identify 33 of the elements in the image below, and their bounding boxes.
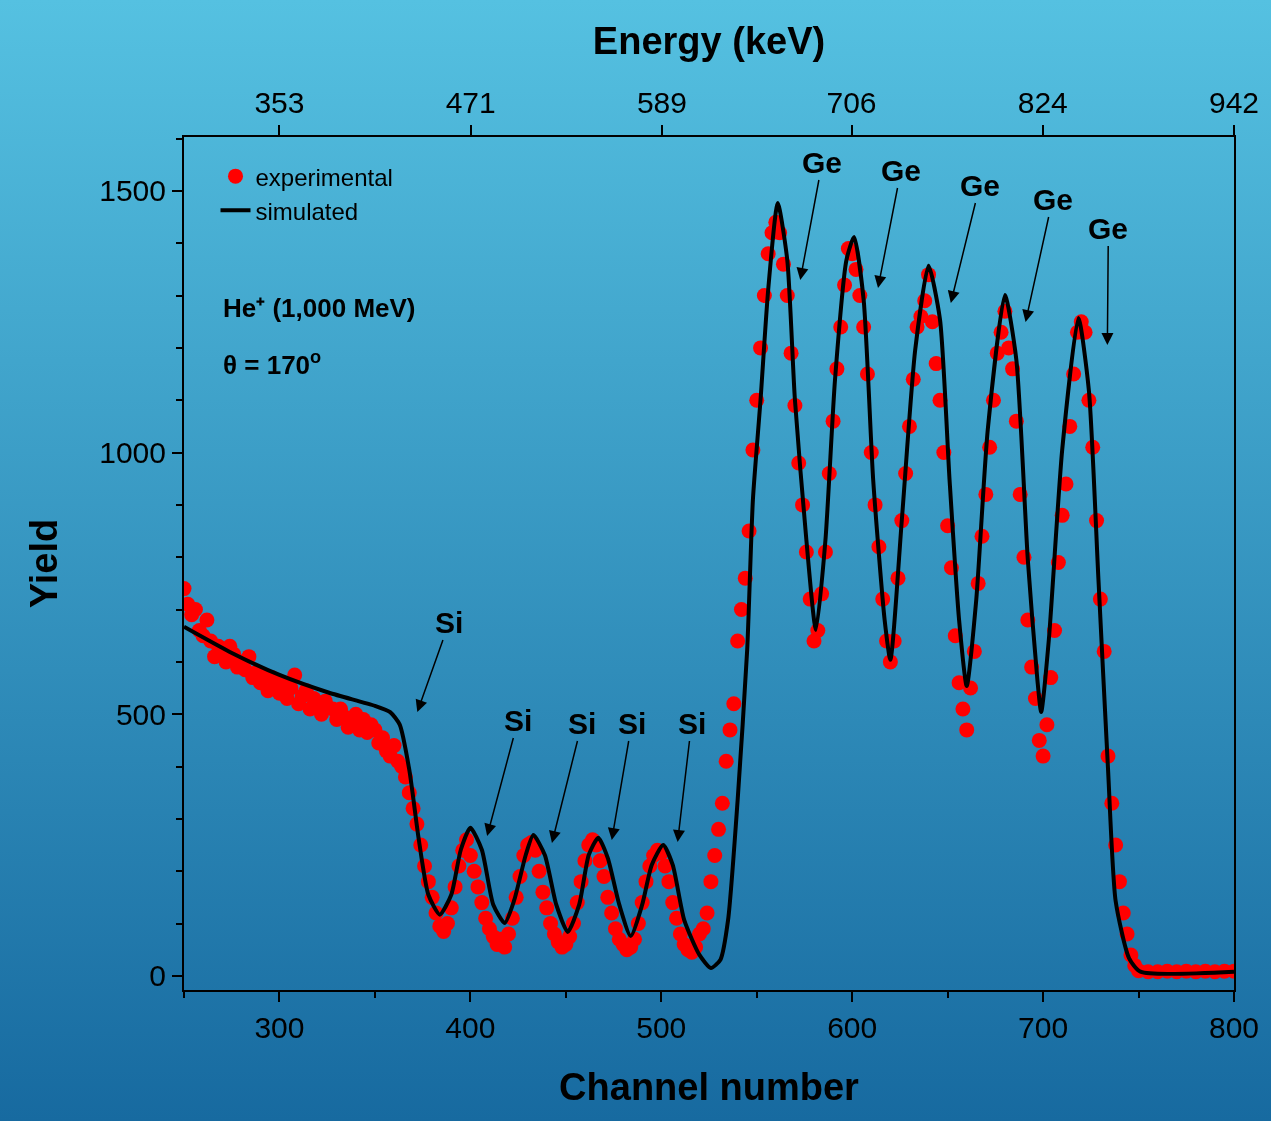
y-tick-label: 1500	[99, 174, 166, 208]
x-tick-label: 800	[1208, 1011, 1260, 1044]
x2-tick-label: 471	[445, 86, 496, 119]
y-tick-label: 1000	[99, 436, 166, 470]
annotation: Si	[678, 707, 707, 740]
x-axis-title: Channel number	[559, 1065, 860, 1108]
annotation: Ge	[960, 169, 1001, 202]
legend-label: simulated	[255, 197, 359, 225]
y-tick-label: 500	[115, 697, 166, 731]
annotation: Si	[568, 707, 597, 740]
y-axis-title: Yield	[22, 518, 65, 609]
x-tick-label: 500	[636, 1011, 687, 1044]
annotation: Ge	[1088, 212, 1129, 245]
annotation: θ = 170$^{o}$	[223, 347, 322, 380]
x2-tick-label: 824	[1017, 86, 1068, 119]
x-tick-label: 700	[1018, 1011, 1069, 1044]
x-tick-label: 300	[254, 1011, 305, 1044]
x2-tick-label: 589	[636, 86, 687, 119]
y-tick-label: 0	[149, 959, 166, 993]
legend-label: experimental	[255, 163, 393, 191]
annotation: Si	[504, 704, 533, 737]
annotation: Ge	[1033, 183, 1074, 216]
annotation: Si	[618, 707, 647, 740]
x2-axis-title: Energy (keV)	[592, 19, 826, 62]
x-tick-label: 400	[445, 1011, 496, 1044]
annotation: He⁺ (1,000 MeV)	[223, 293, 416, 323]
annotation: Si	[435, 606, 464, 639]
x2-tick-label: 942	[1208, 86, 1260, 119]
x-tick-label: 600	[827, 1011, 878, 1044]
annotation: Ge	[881, 154, 922, 187]
x2-tick-label: 706	[826, 86, 877, 119]
x2-tick-label: 353	[254, 86, 305, 119]
annotation: Ge	[802, 146, 843, 179]
